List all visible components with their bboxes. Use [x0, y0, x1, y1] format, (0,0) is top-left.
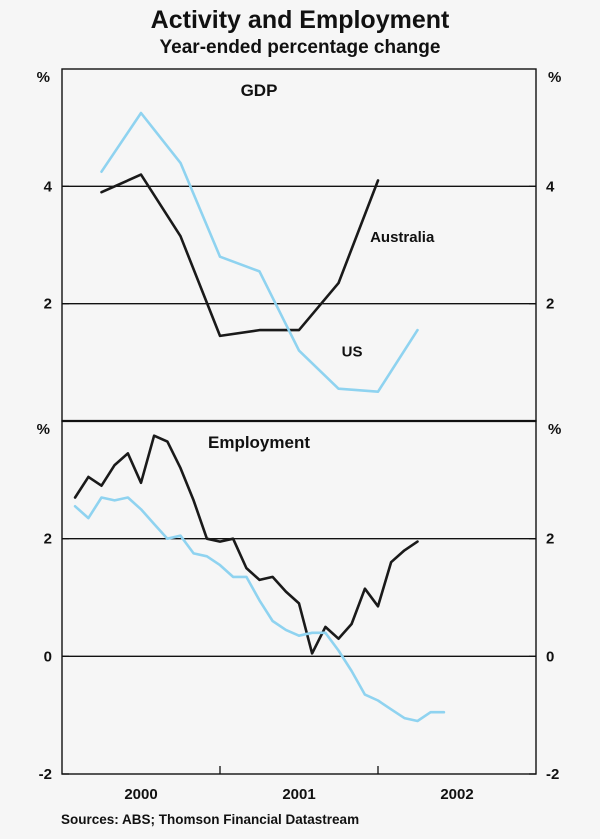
- gdp-series-australia: [100, 173, 380, 338]
- employment-ytick-label-left: 0: [44, 648, 52, 665]
- gdp-ytick-label-right: 2: [546, 296, 554, 313]
- employment-ytick-label-right: 0: [546, 648, 554, 665]
- gdp-ytick-label-right: 4: [546, 178, 555, 195]
- panel-frame-2: [61, 420, 537, 775]
- employment-ytick-label-left: 2: [44, 531, 52, 548]
- employment-panel-title: Employment: [208, 433, 310, 452]
- employment-ytick-label-left: -2: [39, 766, 52, 783]
- gdp-annotation-us: US: [342, 343, 363, 360]
- x-tick-label-2000: 2000: [124, 786, 157, 803]
- gdp-series-us: [100, 111, 419, 394]
- panel-frame-1: [61, 68, 537, 422]
- x-tick-label-2002: 2002: [440, 786, 473, 803]
- employment-ytick-label-right: -2: [546, 766, 559, 783]
- employment-ytick-label-right: 2: [546, 531, 554, 548]
- gdp-panel-title: GDP: [241, 81, 278, 100]
- gdp-ytick-label-left: 4: [44, 178, 53, 195]
- employment-series-australia: [73, 434, 419, 655]
- gdp-ytick-label-left: 2: [44, 296, 52, 313]
- gdp-unit-right: %: [548, 69, 561, 86]
- gdp-unit-left: %: [37, 69, 50, 86]
- chart-title: Activity and Employment: [150, 6, 450, 34]
- chart-subtitle: Year-ended percentage change: [159, 37, 441, 58]
- gdp-annotation-australia: Australia: [370, 229, 435, 246]
- employment-unit-left: %: [37, 421, 50, 438]
- x-tick-label-2001: 2001: [282, 786, 315, 803]
- employment-unit-right: %: [548, 421, 561, 438]
- employment-series-us: [73, 496, 446, 723]
- source-note: Sources: ABS; Thomson Financial Datastre…: [61, 812, 360, 827]
